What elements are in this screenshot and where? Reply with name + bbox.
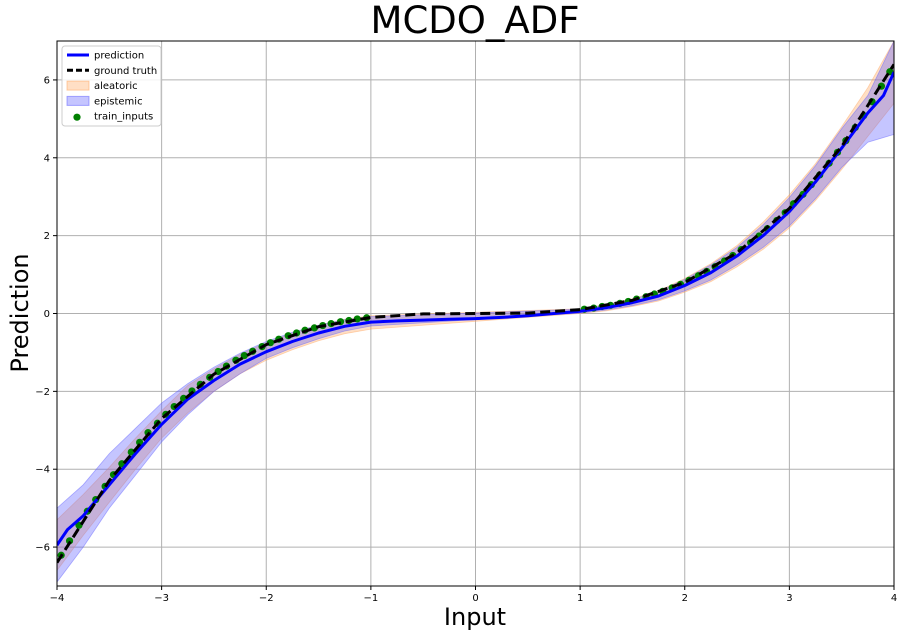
x-tick-label: −2 xyxy=(259,593,274,604)
x-tick-label: 4 xyxy=(891,593,897,604)
legend-label: train_inputs xyxy=(94,112,153,123)
train-input-point xyxy=(240,351,248,360)
y-tick-label: −4 xyxy=(35,465,50,476)
aleatoric-band xyxy=(57,41,894,572)
y-tick-label: −2 xyxy=(35,387,50,398)
ground-truth-line xyxy=(57,63,894,564)
legend: prediction ground truth aleatoric epistemic… xyxy=(61,45,162,127)
tick-labels: −4 −3 −2 −1 0 1 2 3 4 −6 −4 −2 0 2 4 6 xyxy=(35,75,897,604)
legend-box xyxy=(61,45,162,127)
x-tick-label: −3 xyxy=(154,593,169,604)
x-axis-title: Input xyxy=(444,603,506,631)
x-tick-label: −4 xyxy=(50,593,65,604)
legend-train-inputs-swatch xyxy=(73,113,81,121)
legend-label: aleatoric xyxy=(94,81,138,92)
x-tick-label: 1 xyxy=(577,593,583,604)
train-input-point xyxy=(136,438,144,446)
x-tick-label: −1 xyxy=(364,593,379,604)
y-tick-label: 2 xyxy=(44,231,50,242)
legend-label: ground truth xyxy=(94,66,157,77)
x-tick-label: 2 xyxy=(682,593,688,604)
legend-label: prediction xyxy=(94,51,144,62)
prediction-line xyxy=(57,71,894,546)
epistemic-band xyxy=(57,41,894,583)
legend-aleatoric-swatch xyxy=(66,80,90,91)
x-tick-label: 3 xyxy=(786,593,792,604)
y-tick-label: 0 xyxy=(44,309,50,320)
y-axis-title: Prediction xyxy=(6,253,34,372)
legend-epistemic-swatch xyxy=(66,95,90,106)
y-tick-label: 6 xyxy=(44,75,50,86)
chart-title: MCDO_ADF xyxy=(371,0,580,42)
plot-clipped xyxy=(57,41,894,583)
y-tick-label: −6 xyxy=(35,543,50,554)
y-tick-label: 4 xyxy=(44,153,50,164)
x-tick-label: 0 xyxy=(472,593,478,604)
legend-label: epistemic xyxy=(94,96,143,107)
